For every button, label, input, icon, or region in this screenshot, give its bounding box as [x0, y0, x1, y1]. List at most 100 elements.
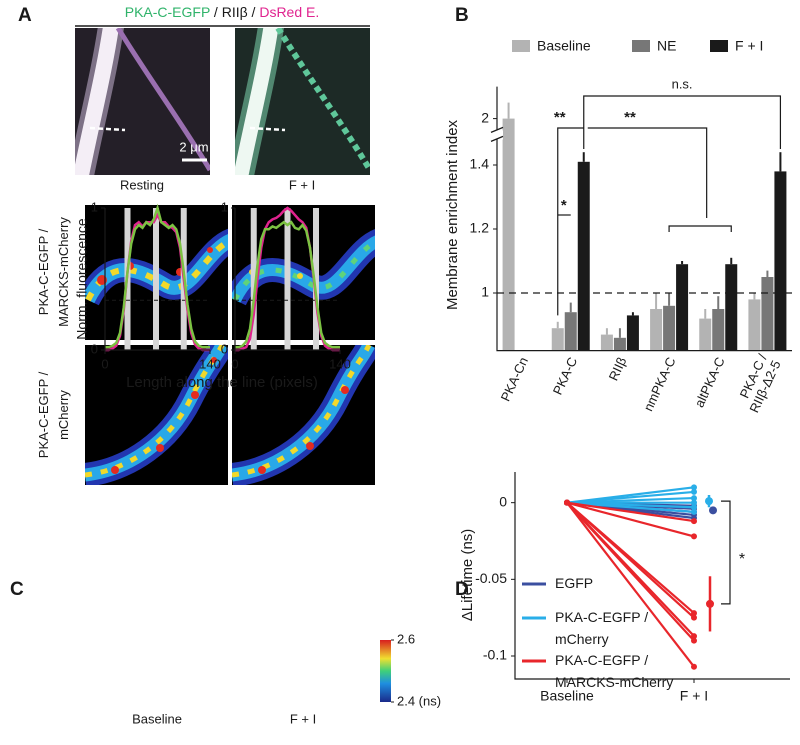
bar	[712, 309, 725, 351]
axis	[496, 86, 792, 352]
x-tick-label: nmPKA-C	[641, 355, 679, 414]
legend-label: PKA-C-EGFP / mCherry	[555, 609, 648, 647]
text-line: MARCKS-mCherry	[56, 217, 71, 327]
subject-point	[691, 484, 697, 491]
highlight-band	[153, 208, 159, 350]
legend-label: PKA-C-EGFP / MARCKS-mCherry	[555, 652, 673, 690]
image-c	[85, 345, 228, 485]
x-tick-label: PKA-Cn	[498, 355, 531, 404]
bar	[725, 264, 738, 351]
bar	[748, 299, 761, 351]
legend-label: Baseline	[537, 38, 591, 54]
x-tick-label: PKA-C /RIIβ-Δ2-5	[733, 351, 784, 415]
text-line: PKA-C	[550, 355, 580, 397]
title-part: / RIIβ /	[210, 4, 259, 20]
y-tick-label: 1	[481, 284, 489, 300]
legend-label: NE	[657, 38, 676, 54]
subject-point	[564, 499, 570, 506]
subject-point	[691, 637, 697, 644]
text-line: mCherry	[555, 631, 609, 647]
mean-point	[706, 599, 714, 608]
image-c	[232, 345, 375, 485]
subject-point	[691, 488, 697, 495]
text-line: RIIβ	[606, 355, 630, 383]
profile-line	[235, 220, 340, 349]
y-tick-label: 0	[499, 493, 507, 509]
text-line: altPKA-C	[692, 355, 728, 410]
bar	[650, 309, 663, 351]
significance-bracket	[583, 95, 782, 149]
significance-label: *	[561, 197, 567, 214]
caption: Resting	[120, 177, 164, 192]
y-tick-label: -0.05	[475, 570, 507, 586]
x-tick-label: 140	[199, 356, 221, 371]
y-tick-label: 1	[91, 199, 98, 214]
image-resting	[75, 28, 210, 175]
subject-point	[691, 614, 697, 621]
significance-label: **	[554, 109, 566, 126]
text-line: PKA-C-EGFP /	[555, 609, 648, 625]
title-part: PKA-C-EGFP	[125, 4, 210, 20]
image-fi	[235, 28, 370, 175]
x-tick-label: 0	[101, 356, 108, 371]
text-line: PKA-C-EGFP /	[36, 228, 51, 315]
bar	[502, 118, 515, 351]
text-line: PKA-Cn	[498, 355, 531, 404]
subject-point	[691, 504, 697, 511]
scale-bar-label: 2 μm	[179, 139, 208, 154]
colorbar-tick-label: 2.4 (ns)	[397, 693, 441, 708]
y-tick-label: 1.4	[470, 156, 490, 172]
subject-line	[566, 501, 695, 668]
mean-point	[705, 497, 713, 506]
highlight-band	[250, 208, 257, 350]
column-label: Baseline	[132, 711, 182, 726]
subject-point	[691, 499, 697, 506]
panel-label: B	[455, 5, 469, 26]
y-axis-label: Membrane enrichment index	[444, 119, 461, 310]
axis	[514, 472, 790, 680]
x-tick-label: RIIβ	[606, 355, 630, 383]
significance-label: **	[624, 109, 636, 126]
text-line: nmPKA-C	[641, 355, 679, 414]
text-line: EGFP	[555, 575, 593, 591]
profile-line	[105, 203, 210, 349]
y-axis-label: ΔLifetime (ns)	[459, 529, 476, 622]
text-line: mCherry	[56, 390, 71, 440]
x-tick-label: 140	[329, 356, 351, 371]
y-tick-label: -0.1	[483, 647, 507, 663]
row-label: PKA-C-EGFP / mCherry	[36, 371, 71, 458]
panel-label: D	[455, 579, 469, 600]
subject-line	[566, 501, 695, 538]
panel-label: C	[10, 579, 24, 600]
bar	[564, 312, 577, 351]
axis-break	[490, 126, 504, 142]
y-tick-label: 0	[221, 341, 228, 356]
row-label: PKA-C-EGFP / MARCKS-mCherry	[36, 217, 71, 327]
subject-line	[566, 501, 695, 513]
caption: F + I	[289, 177, 315, 192]
bar	[551, 328, 564, 351]
colorbar-tick-label: 2.6	[397, 631, 415, 646]
highlight-band	[284, 208, 291, 350]
text-line: PKA-C-EGFP /	[36, 371, 51, 458]
panel-a-title: PKA-C-EGFP / RIIβ / DsRed E.	[125, 4, 320, 20]
bar	[626, 315, 639, 351]
x-tick-label: PKA-C	[550, 355, 580, 397]
bar	[663, 305, 676, 351]
x-axis-label: Length along the line (pixels)	[126, 374, 318, 391]
bar	[761, 277, 774, 351]
bar	[676, 264, 689, 351]
bar	[774, 171, 787, 351]
legend-swatch	[512, 40, 530, 52]
legend-label: EGFP	[555, 575, 593, 591]
y-tick-label: 2	[481, 109, 489, 125]
subject-point	[691, 663, 697, 670]
y-tick-label: 1.2	[470, 220, 490, 236]
subject-point	[691, 518, 697, 525]
significance-label: n.s.	[672, 76, 693, 91]
x-tick-label: 0	[231, 356, 238, 371]
y-axis-label: Norm. fluorescence	[74, 218, 90, 340]
title-part: DsRed E.	[259, 4, 319, 20]
